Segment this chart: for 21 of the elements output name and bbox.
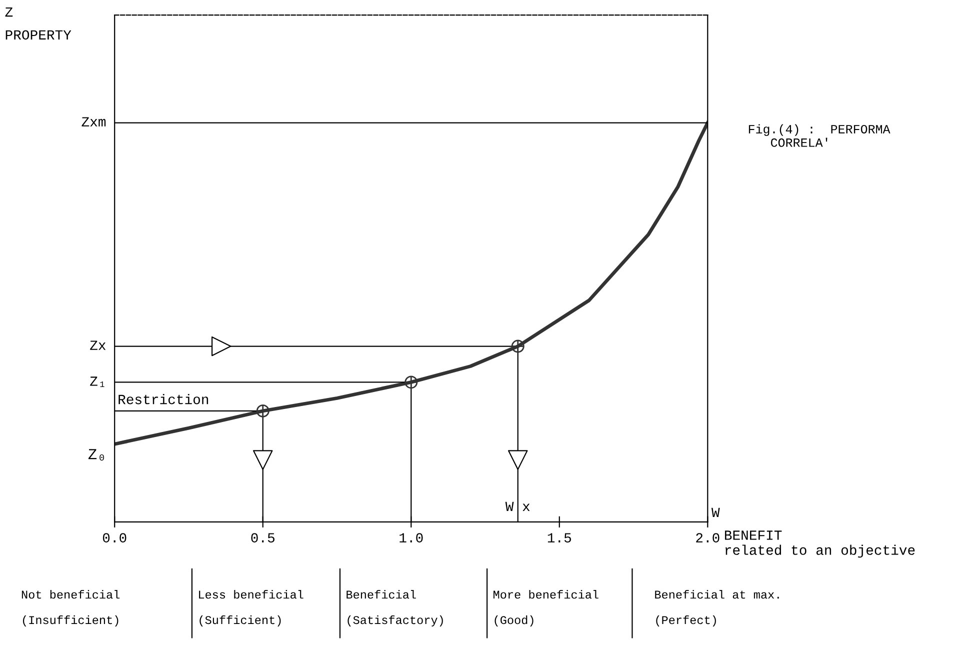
ref-line-label: Zx — [90, 340, 106, 350]
x-tick-label: 1.0 — [400, 533, 423, 543]
text: Not beneficial (Insufficient) — [22, 590, 120, 626]
text: Fig.(4) : PERFORMA CORRELA' — [748, 124, 890, 147]
ref-line-label: Restriction — [118, 394, 208, 404]
x-tick-label: 2.0 — [696, 533, 720, 543]
text: Z — [5, 7, 13, 17]
x-axis-title: BENEFIT related to an objective — [724, 530, 915, 558]
text: W — [711, 508, 720, 518]
text: More beneficial (Good) — [494, 590, 598, 626]
text: Less beneficial (Sufficient) — [199, 590, 304, 626]
x-tick-label: 1.5 — [548, 533, 572, 543]
ref-line-label: Zxm — [82, 117, 106, 126]
text: Beneficial (Satisfactory) — [346, 590, 443, 626]
ref-line-label: W x — [505, 502, 530, 512]
x-tick-label: 0.5 — [251, 533, 274, 543]
text: PROPERTY — [6, 30, 72, 40]
x-tick-label: 0.0 — [102, 533, 126, 543]
text: Beneficial at max. (Perfect) — [655, 590, 779, 626]
annotation: Z₀ — [88, 449, 104, 461]
ref-line-label: Z₁ — [90, 376, 104, 387]
